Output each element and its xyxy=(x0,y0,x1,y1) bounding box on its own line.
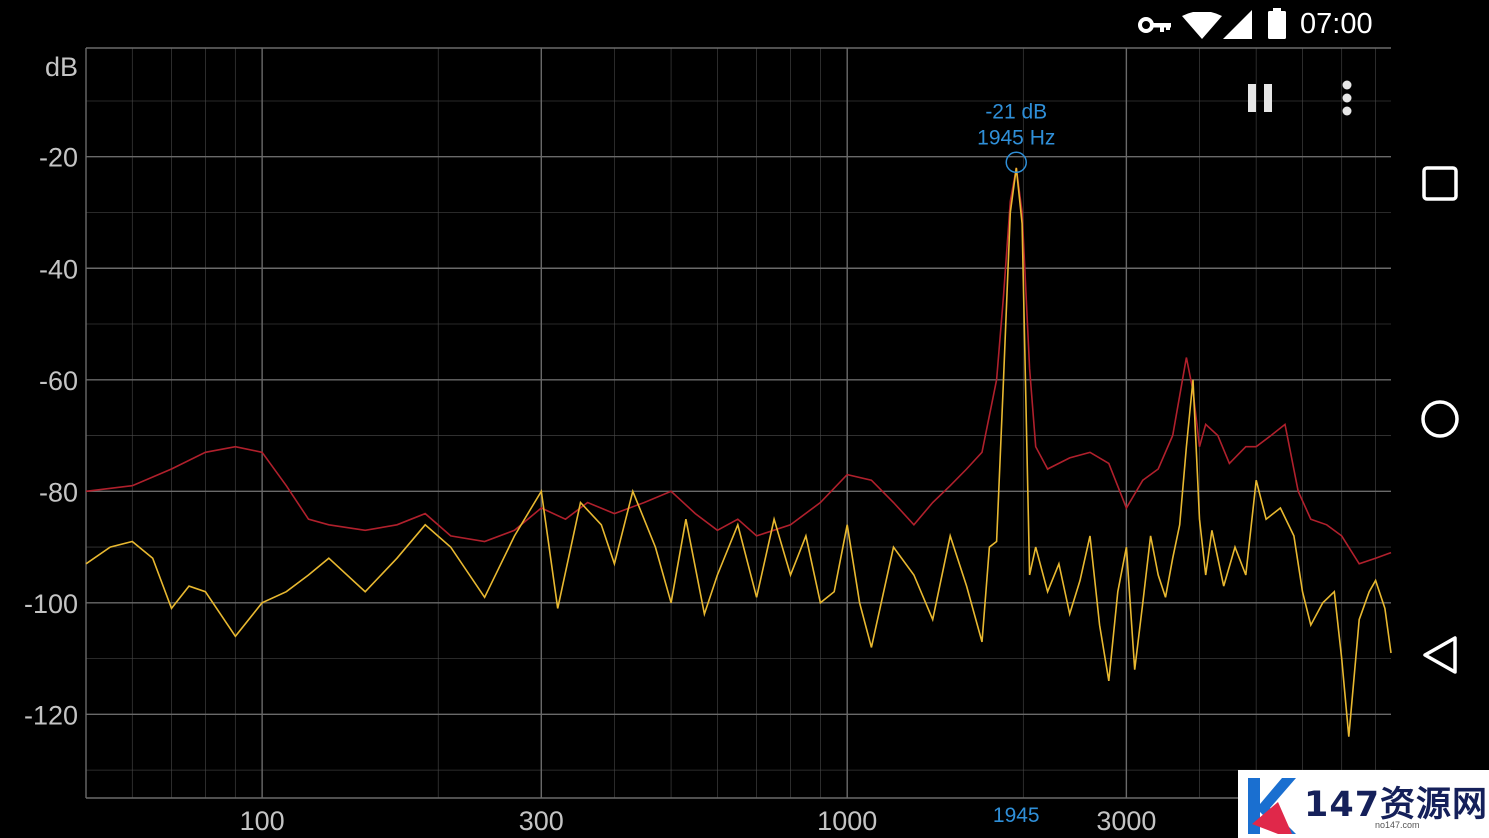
pause-button[interactable] xyxy=(1236,75,1286,125)
watermark-text: 147资源网 xyxy=(1304,785,1489,825)
home-circle-icon xyxy=(1421,400,1459,438)
watermark-logo: 147资源网 no147.com xyxy=(1238,770,1489,838)
y-axis-unit-label: dB xyxy=(45,52,78,82)
live-spectrum-line xyxy=(85,167,1392,737)
major-grid xyxy=(85,47,1391,799)
peak-hz-label: 1945 Hz xyxy=(977,126,1055,149)
y-tick-label: -100 xyxy=(24,589,78,619)
cell-signal-icon xyxy=(1223,10,1252,39)
x-tick-label: 100 xyxy=(240,806,285,836)
status-bar: 07:00 xyxy=(0,0,1489,50)
peak-frequency-axis-marker: 1945 xyxy=(993,804,1040,827)
peak-marker-circle[interactable] xyxy=(1005,151,1028,174)
x-tick-label: 3000 xyxy=(1096,806,1156,836)
y-tick-label: -40 xyxy=(39,254,78,284)
overflow-menu-button[interactable] xyxy=(1322,75,1372,125)
spectrum-chart[interactable]: dB -20 -40 -60 -80 -100 -120 100 300 1000 3000 -… xyxy=(0,0,1392,838)
y-tick-label: -80 xyxy=(39,477,78,507)
y-tick-labels: -20 -40 -60 -80 -100 -120 xyxy=(24,143,78,731)
y-tick-label: -60 xyxy=(39,366,78,396)
recents-button[interactable] xyxy=(1392,128,1489,238)
navigation-bar xyxy=(1392,0,1489,838)
back-button[interactable] xyxy=(1392,600,1489,710)
peak-db-label: -21 dB xyxy=(985,100,1047,123)
y-tick-label: -20 xyxy=(39,143,78,173)
pause-icon xyxy=(1248,84,1272,112)
x-tick-label: 1000 xyxy=(817,806,877,836)
recents-square-icon xyxy=(1422,166,1458,201)
more-vert-icon xyxy=(1342,80,1352,116)
watermark-url: no147.com xyxy=(1375,820,1420,830)
back-triangle-icon xyxy=(1423,636,1457,674)
vpn-key-icon xyxy=(1138,17,1171,33)
x-tick-label: 300 xyxy=(519,806,564,836)
x-tick-labels: 100 300 1000 3000 xyxy=(240,806,1157,836)
y-tick-label: -120 xyxy=(24,700,78,730)
battery-icon xyxy=(1268,8,1286,39)
peak-hold-spectrum-line xyxy=(85,167,1392,565)
home-button[interactable] xyxy=(1392,364,1489,474)
watermark-k-logo-icon xyxy=(1248,778,1296,834)
wifi-icon xyxy=(1182,12,1222,39)
status-clock: 07:00 xyxy=(1300,8,1373,40)
